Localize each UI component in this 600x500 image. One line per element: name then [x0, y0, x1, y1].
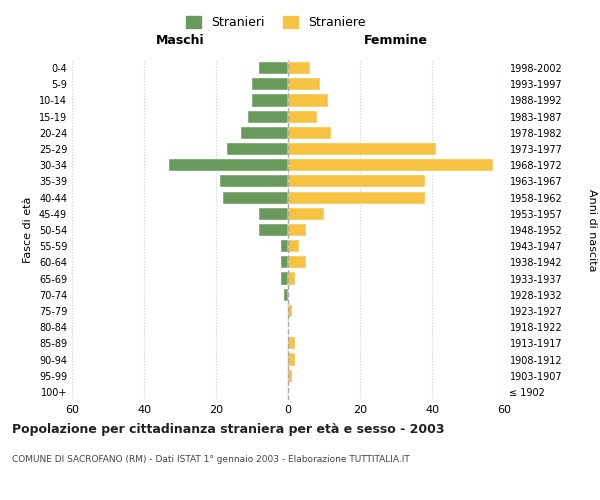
- Bar: [288, 338, 295, 349]
- Bar: [223, 192, 288, 203]
- Bar: [288, 272, 295, 284]
- Text: Popolazione per cittadinanza straniera per età e sesso - 2003: Popolazione per cittadinanza straniera p…: [12, 422, 445, 436]
- Bar: [288, 78, 320, 90]
- Bar: [288, 176, 425, 188]
- Bar: [259, 62, 288, 74]
- Bar: [288, 305, 292, 317]
- Bar: [220, 176, 288, 188]
- Text: COMUNE DI SACROFANO (RM) - Dati ISTAT 1° gennaio 2003 - Elaborazione TUTTITALIA.: COMUNE DI SACROFANO (RM) - Dati ISTAT 1°…: [12, 455, 410, 464]
- Bar: [259, 224, 288, 236]
- Bar: [288, 159, 493, 172]
- Text: Femmine: Femmine: [364, 34, 428, 47]
- Bar: [281, 240, 288, 252]
- Y-axis label: Fasce di età: Fasce di età: [23, 197, 33, 263]
- Bar: [169, 159, 288, 172]
- Bar: [252, 94, 288, 106]
- Bar: [248, 110, 288, 122]
- Bar: [288, 192, 425, 203]
- Bar: [288, 256, 306, 268]
- Bar: [288, 127, 331, 139]
- Bar: [281, 272, 288, 284]
- Bar: [227, 143, 288, 155]
- Bar: [288, 370, 292, 382]
- Bar: [252, 78, 288, 90]
- Bar: [288, 240, 299, 252]
- Legend: Stranieri, Straniere: Stranieri, Straniere: [181, 11, 371, 34]
- Bar: [241, 127, 288, 139]
- Bar: [288, 208, 324, 220]
- Bar: [259, 208, 288, 220]
- Bar: [288, 62, 310, 74]
- Bar: [288, 224, 306, 236]
- Bar: [281, 256, 288, 268]
- Text: Maschi: Maschi: [155, 34, 205, 47]
- Bar: [284, 288, 288, 301]
- Bar: [288, 354, 295, 366]
- Text: Anni di nascita: Anni di nascita: [587, 188, 597, 271]
- Bar: [288, 94, 328, 106]
- Bar: [288, 143, 436, 155]
- Bar: [288, 110, 317, 122]
